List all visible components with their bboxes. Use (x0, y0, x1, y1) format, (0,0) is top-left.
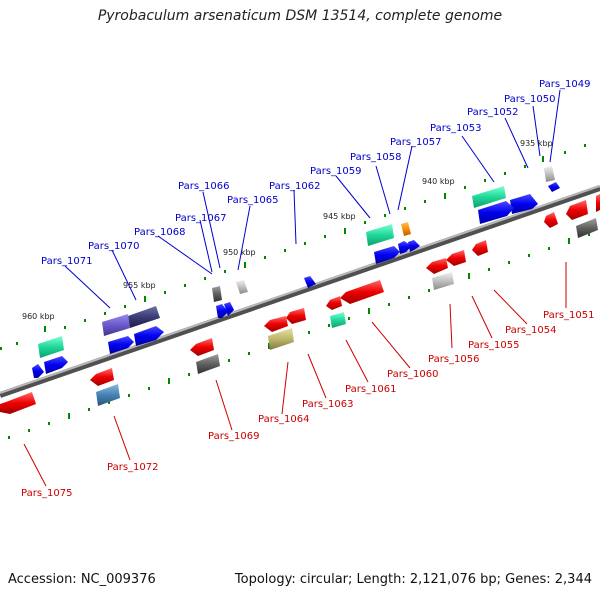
gene-pars-1069b[interactable] (196, 354, 220, 374)
reverse-genes (0, 194, 600, 414)
reverse-labels: Pars_1051 Pars_1054 Pars_1055 Pars_1056 … (21, 310, 594, 499)
label-pars-1062[interactable]: Pars_1062 (269, 181, 320, 192)
gene-pars-1053b[interactable] (478, 201, 514, 224)
gene-pars-1072[interactable] (90, 368, 114, 386)
label-pars-1075[interactable]: Pars_1075 (21, 488, 72, 499)
kbp-labels: 935 kbp 940 kbp 945 kbp 950 kbp 955 kbp … (22, 139, 553, 321)
gene-pars-1051[interactable] (566, 200, 588, 220)
label-pars-1059[interactable]: Pars_1059 (310, 166, 361, 177)
label-pars-1055[interactable]: Pars_1055 (468, 340, 519, 351)
label-pars-1051[interactable]: Pars_1051 (543, 310, 594, 321)
forward-labels: Pars_1049 Pars_1050 Pars_1052 Pars_1053 … (41, 79, 590, 267)
gene-pars-1052[interactable] (510, 194, 538, 214)
kbp-label-950: 950 kbp (223, 248, 256, 257)
gene-pars-1067[interactable] (216, 304, 228, 318)
gene-pars-1064[interactable] (268, 328, 294, 350)
lower-scale (8, 233, 590, 439)
gene-pars-1049[interactable] (548, 182, 560, 192)
gene-pars-1056b[interactable] (432, 272, 454, 290)
forward-connectors (64, 89, 561, 309)
label-pars-1067[interactable]: Pars_1067 (175, 213, 226, 224)
gene-pars-1051c[interactable] (576, 218, 598, 238)
label-pars-1061[interactable]: Pars_1061 (345, 384, 396, 395)
label-pars-1058[interactable]: Pars_1058 (350, 152, 401, 163)
label-pars-1060[interactable]: Pars_1060 (387, 369, 438, 380)
kbp-label-960: 960 kbp (22, 312, 55, 321)
gene-pars-1069[interactable] (190, 338, 214, 356)
label-pars-1072[interactable]: Pars_1072 (107, 462, 158, 473)
label-pars-1049[interactable]: Pars_1049 (539, 79, 590, 90)
gene-pars-1063[interactable] (286, 308, 306, 324)
gene-pars-1062[interactable] (304, 276, 316, 288)
kbp-label-940: 940 kbp (422, 177, 455, 186)
gene-pars-1063b[interactable] (264, 316, 288, 332)
gene-pars-1059b[interactable] (374, 246, 400, 264)
gene-pars-1055[interactable] (446, 250, 466, 266)
gene-pars-1054[interactable] (472, 240, 488, 256)
gene-pars-1061b[interactable] (330, 312, 346, 328)
gene-pars-1053[interactable] (472, 186, 506, 208)
gene-pars-1073[interactable] (38, 336, 64, 358)
chromosome-axis (0, 185, 600, 398)
gene-pars-1059[interactable] (366, 224, 394, 246)
label-pars-1064[interactable]: Pars_1064 (258, 414, 309, 425)
gene-pars-1066[interactable] (212, 286, 222, 302)
label-pars-1054[interactable]: Pars_1054 (505, 325, 556, 336)
label-pars-1052[interactable]: Pars_1052 (467, 107, 518, 118)
label-pars-1057[interactable]: Pars_1057 (390, 137, 441, 148)
label-pars-1069[interactable]: Pars_1069 (208, 431, 259, 442)
label-pars-1066[interactable]: Pars_1066 (178, 181, 229, 192)
label-pars-1056[interactable]: Pars_1056 (428, 354, 479, 365)
label-pars-1071[interactable]: Pars_1071 (41, 256, 92, 267)
label-pars-1063[interactable]: Pars_1063 (302, 399, 353, 410)
label-pars-1053[interactable]: Pars_1053 (430, 123, 481, 134)
gene-pars-1075[interactable] (0, 392, 36, 414)
topology-summary: Topology: circular; Length: 2,121,076 bp… (234, 572, 592, 587)
gene-pars-1071[interactable] (134, 326, 164, 346)
gene-pars-1068[interactable] (224, 302, 234, 316)
gene-pars-1051d[interactable] (596, 194, 600, 212)
gene-pars-1072b[interactable] (96, 384, 120, 406)
gene-pars-1071b[interactable] (108, 336, 134, 354)
reverse-connectors (23, 262, 567, 487)
gene-pars-1065[interactable] (236, 280, 248, 294)
label-pars-1068[interactable]: Pars_1068 (134, 227, 185, 238)
label-pars-1065[interactable]: Pars_1065 (227, 195, 278, 206)
forward-genes (32, 166, 560, 378)
gene-pars-1057[interactable] (401, 222, 411, 236)
gene-pars-1074b[interactable] (32, 364, 44, 378)
accession-text: Accession: NC_009376 (8, 572, 156, 587)
kbp-label-955: 955 kbp (123, 281, 156, 290)
gene-pars-1061[interactable] (326, 296, 342, 310)
label-pars-1050[interactable]: Pars_1050 (504, 94, 555, 105)
gene-pars-1058b[interactable] (408, 240, 420, 252)
genome-title: Pyrobaculum arsenaticum DSM 13514, compl… (97, 8, 503, 24)
label-pars-1070[interactable]: Pars_1070 (88, 241, 139, 252)
gene-pars-1070b[interactable] (102, 314, 130, 336)
kbp-label-935: 935 kbp (520, 139, 553, 148)
gene-pars-1060[interactable] (340, 280, 384, 304)
gene-pars-1070[interactable] (128, 306, 160, 328)
kbp-label-945: 945 kbp (323, 212, 356, 221)
gene-pars-1051b[interactable] (544, 212, 558, 228)
gene-pars-1056[interactable] (426, 258, 448, 274)
gene-pars-1074[interactable] (44, 356, 68, 374)
upper-scale (0, 144, 586, 350)
gene-pars-1050[interactable] (544, 166, 555, 182)
